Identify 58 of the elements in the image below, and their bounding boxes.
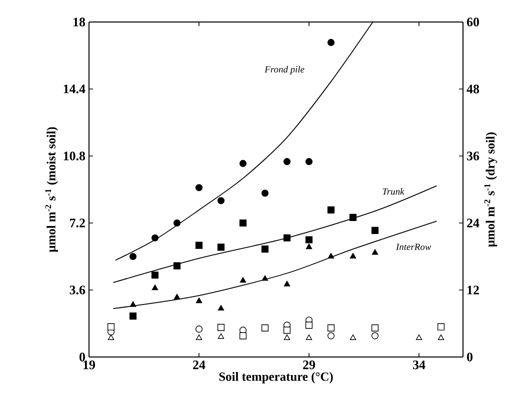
point [217,197,225,204]
x-axis-title: Soil temperature (°C) [219,372,333,384]
point [328,252,334,258]
point [372,249,378,255]
y-tick-label: 10.8 [64,152,86,160]
y2-tick-label: 36 [467,152,480,160]
line-series [112,185,438,284]
line-series [112,220,438,310]
point [173,219,181,227]
point [129,252,137,260]
point [174,294,180,300]
x-tick-label: 24 [193,360,206,370]
x-tick-label: 29 [303,360,316,370]
point [283,158,291,166]
point [327,38,335,46]
point [350,252,356,258]
y-axis-title: μmol m$^{-2}$ s$^{-1}$ (moist soil) [45,127,58,252]
point [196,298,202,304]
y2-tick-label: 60 [466,18,479,26]
y2-tick-label: 48 [466,84,480,94]
point [349,214,357,221]
point [217,244,225,251]
y-tick-label: 18 [74,18,86,26]
point [151,272,159,279]
text: Frond pile [264,66,304,74]
point [195,242,203,249]
point [239,219,247,227]
point [371,226,379,234]
y2-tick-label: 12 [468,286,479,294]
y-tick-label: 0 [80,352,85,362]
point [261,190,269,197]
point [195,184,203,192]
point [239,160,247,167]
y2-axis-title: μmol m$^{-2}$ s$^{-1}$ (dry soil) [484,132,498,247]
y-tick-label: 7.2 [70,218,85,228]
point [327,206,335,214]
x-tick-label: 34 [413,360,426,370]
y-tick-label: 14.4 [64,84,86,94]
y-tick-label: 3.6 [70,286,86,294]
point [130,301,136,307]
point [305,158,313,166]
y2-tick-label: 24 [467,218,480,228]
x-tick-label: 19 [84,360,96,370]
point [261,246,269,253]
point [284,280,290,286]
point [152,284,158,290]
point [173,262,181,270]
point [129,312,137,320]
point [262,275,268,281]
point [218,305,224,311]
point [283,234,291,242]
point [151,234,159,242]
series-label: Trunk [382,188,404,195]
y2-tick-label: 0 [467,352,473,362]
series-label: InterRow [396,244,432,250]
point [305,236,313,244]
point [306,244,312,250]
point [240,277,246,283]
